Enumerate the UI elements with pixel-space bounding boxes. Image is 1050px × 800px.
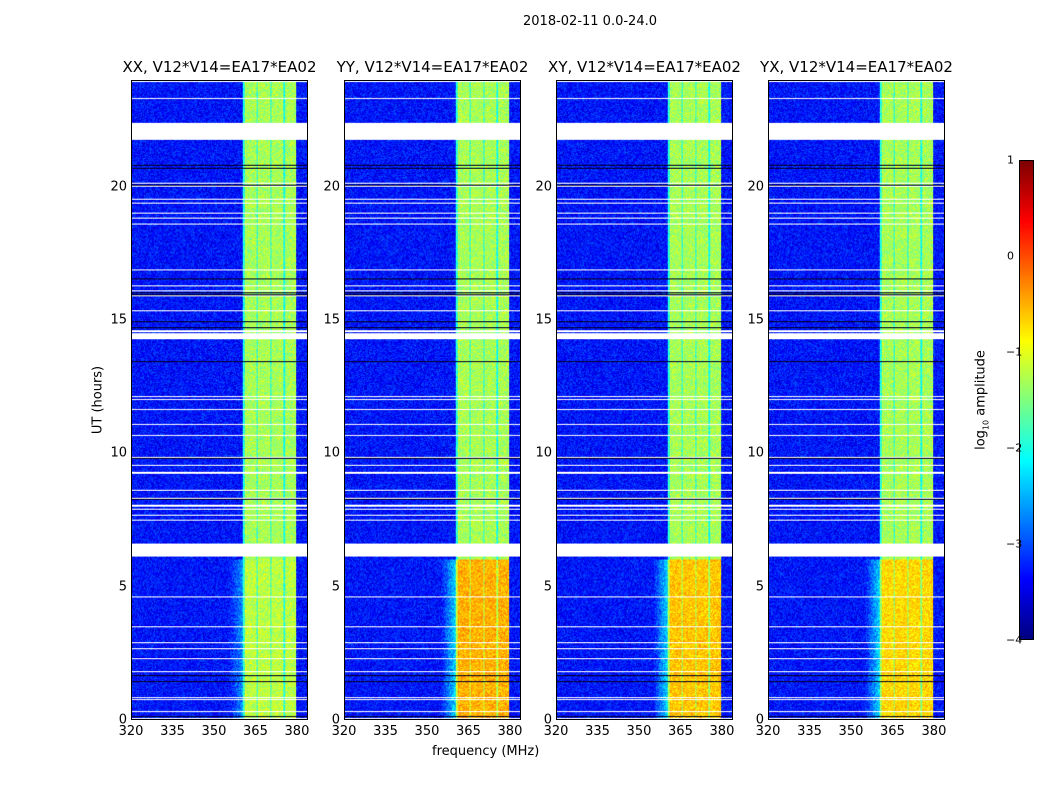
y-tick-label: 0	[755, 712, 764, 728]
x-tick-label: 350	[626, 724, 652, 739]
heatmap	[131, 80, 308, 720]
x-tick-label: 365	[880, 724, 905, 739]
panel-title: XX, V12*V14=EA17*EA02	[122, 58, 317, 76]
panel-title: YX, V12*V14=EA17*EA02	[760, 58, 953, 76]
x-tick-label: 320	[755, 724, 781, 739]
panel-title: YY, V12*V14=EA17*EA02	[336, 58, 529, 76]
heatmap	[768, 80, 945, 720]
colorbar-tick-label: −2	[1006, 441, 1023, 455]
y-tick-label: 20	[110, 179, 127, 195]
x-tick-label: 320	[331, 724, 357, 739]
waterfall-panel-0: XX, V12*V14=EA17*EA02 320 335 350 365 380 0 5 10…	[110, 58, 316, 739]
y-tick-label: 10	[323, 445, 340, 461]
y-tick-label: 10	[535, 445, 552, 461]
colorbar-tick-label: −3	[1006, 537, 1023, 551]
y-tick-label: 5	[331, 579, 340, 595]
y-tick-label: 5	[543, 579, 552, 595]
colorbar-label: log10 amplitude	[973, 350, 991, 450]
figure-title: 2018-02-11 0.0-24.0	[523, 14, 657, 29]
y-tick-label: 5	[755, 579, 764, 595]
x-tick-label: 350	[201, 724, 227, 739]
waterfall-panel-3: YX, V12*V14=EA17*EA02 320 335 350 365 380 0 5 10…	[747, 58, 952, 739]
y-tick-label: 15	[110, 312, 127, 328]
colorbar-tick-label: 0	[1007, 249, 1014, 263]
y-tick-label: 15	[747, 312, 764, 328]
x-tick-label: 380	[497, 724, 523, 739]
waterfall-panel-2: XY, V12*V14=EA17*EA02 320 335 350 365 380 0 5 10…	[535, 58, 740, 739]
x-tick-label: 365	[456, 724, 481, 739]
colorbar-tick-label: −4	[1006, 633, 1023, 647]
x-tick-label: 380	[284, 724, 310, 739]
y-tick-label: 10	[747, 445, 764, 461]
colorbar-tick-label: 1	[1007, 153, 1014, 167]
heatmap	[344, 80, 521, 720]
x-tick-label: 350	[838, 724, 864, 739]
y-tick-label: 0	[331, 712, 340, 728]
y-tick-label: 0	[543, 712, 552, 728]
x-tick-label: 320	[118, 724, 144, 739]
x-tick-label: 380	[709, 724, 735, 739]
colorbar	[1019, 160, 1034, 640]
y-tick-label: 0	[118, 712, 127, 728]
y-axis-label: UT (hours)	[90, 365, 106, 435]
y-tick-label: 20	[747, 179, 764, 195]
y-tick-label: 10	[110, 445, 127, 461]
y-tick-label: 20	[535, 179, 552, 195]
x-tick-label: 335	[373, 724, 398, 739]
x-tick-label: 320	[543, 724, 569, 739]
x-tick-label: 335	[585, 724, 610, 739]
y-tick-label: 20	[323, 179, 340, 195]
x-tick-label: 380	[921, 724, 947, 739]
x-tick-label: 365	[668, 724, 693, 739]
y-tick-label: 15	[535, 312, 552, 328]
x-tick-label: 335	[797, 724, 822, 739]
panel-title: XY, V12*V14=EA17*EA02	[548, 58, 741, 76]
x-tick-label: 350	[414, 724, 440, 739]
y-tick-label: 5	[118, 579, 127, 595]
y-tick-label: 15	[323, 312, 340, 328]
waterfall-panel-1: YY, V12*V14=EA17*EA02 320 335 350 365 380 0 5 10…	[323, 58, 528, 739]
heatmap	[556, 80, 733, 720]
colorbar-tick-label: −1	[1006, 345, 1023, 359]
x-axis-label: frequency (MHz)	[432, 744, 540, 759]
x-tick-label: 335	[160, 724, 185, 739]
x-tick-label: 365	[243, 724, 268, 739]
